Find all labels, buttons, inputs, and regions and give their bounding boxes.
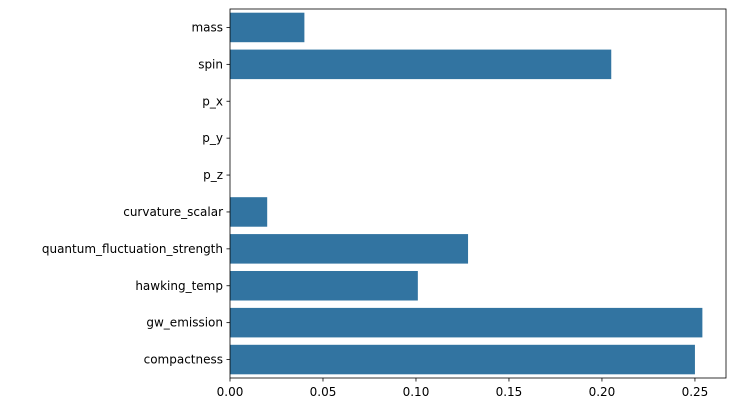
y-tick-label: quantum_fluctuation_strength [42, 242, 223, 256]
x-tick-label: 0.00 [217, 385, 244, 399]
x-tick-label: 0.25 [682, 385, 709, 399]
bars-group [230, 12, 703, 375]
bar [230, 12, 305, 43]
y-tick-label: gw_emission [146, 316, 223, 330]
y-tick-label: compactness [144, 353, 223, 367]
bar [230, 234, 469, 264]
y-tick-label: hawking_temp [135, 279, 223, 293]
y-axis-ticks: mass spin p_x p_y p_z curvature_scalarquantum… [42, 20, 230, 367]
x-tick-label: 0.05 [310, 385, 337, 399]
bar [230, 344, 695, 375]
plot-frame [229, 8, 727, 379]
bar [230, 49, 612, 80]
x-axis-ticks: 0.00 0.05 0.10 0.15 0.20 0.25 [217, 378, 709, 399]
bar [230, 270, 418, 301]
y-tick-label: spin [198, 57, 223, 71]
x-tick-label: 0.10 [403, 385, 430, 399]
y-tick-label: p_z [203, 168, 223, 182]
x-tick-label: 0.15 [496, 385, 523, 399]
bar [230, 307, 703, 338]
y-tick-label: p_x [202, 94, 223, 108]
bar [230, 197, 268, 227]
y-tick-label: curvature_scalar [123, 205, 223, 219]
y-tick-label: mass [191, 20, 223, 34]
x-tick-label: 0.20 [589, 385, 616, 399]
y-tick-label: p_y [202, 131, 223, 145]
